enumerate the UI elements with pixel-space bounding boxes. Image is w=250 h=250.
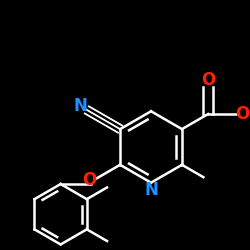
Text: O: O (82, 171, 96, 189)
Text: N: N (73, 97, 87, 115)
Text: O: O (201, 71, 215, 89)
Text: O: O (235, 105, 250, 123)
Text: N: N (144, 180, 158, 198)
